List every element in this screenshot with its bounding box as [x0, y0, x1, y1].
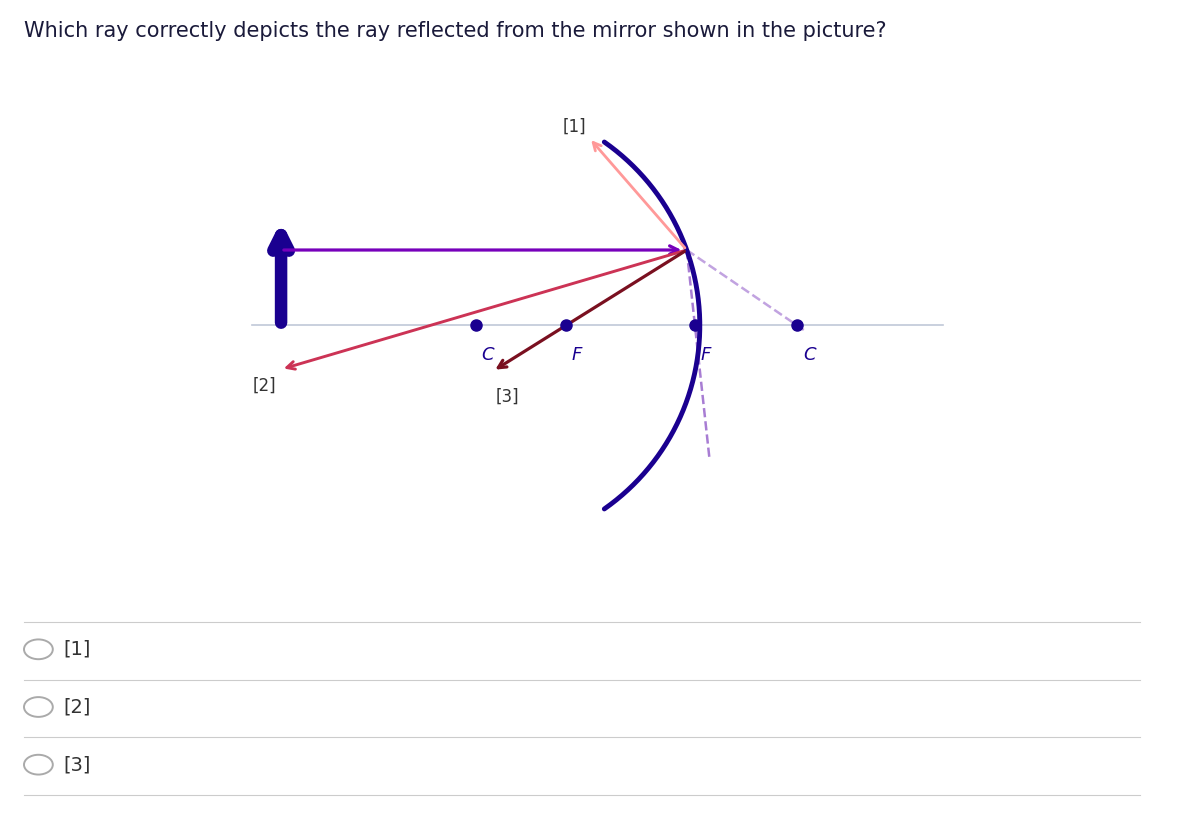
Text: C: C	[481, 346, 494, 364]
Text: [2]: [2]	[64, 697, 91, 717]
Text: C: C	[803, 346, 816, 364]
Text: F: F	[571, 346, 582, 364]
Text: Which ray correctly depicts the ray reflected from the mirror shown in the pictu: Which ray correctly depicts the ray refl…	[24, 21, 887, 40]
Text: [3]: [3]	[496, 388, 518, 406]
Text: F: F	[701, 346, 712, 364]
Text: [1]: [1]	[563, 118, 586, 136]
Text: [1]: [1]	[64, 639, 91, 659]
Text: [2]: [2]	[252, 377, 276, 395]
Text: [3]: [3]	[64, 755, 91, 775]
